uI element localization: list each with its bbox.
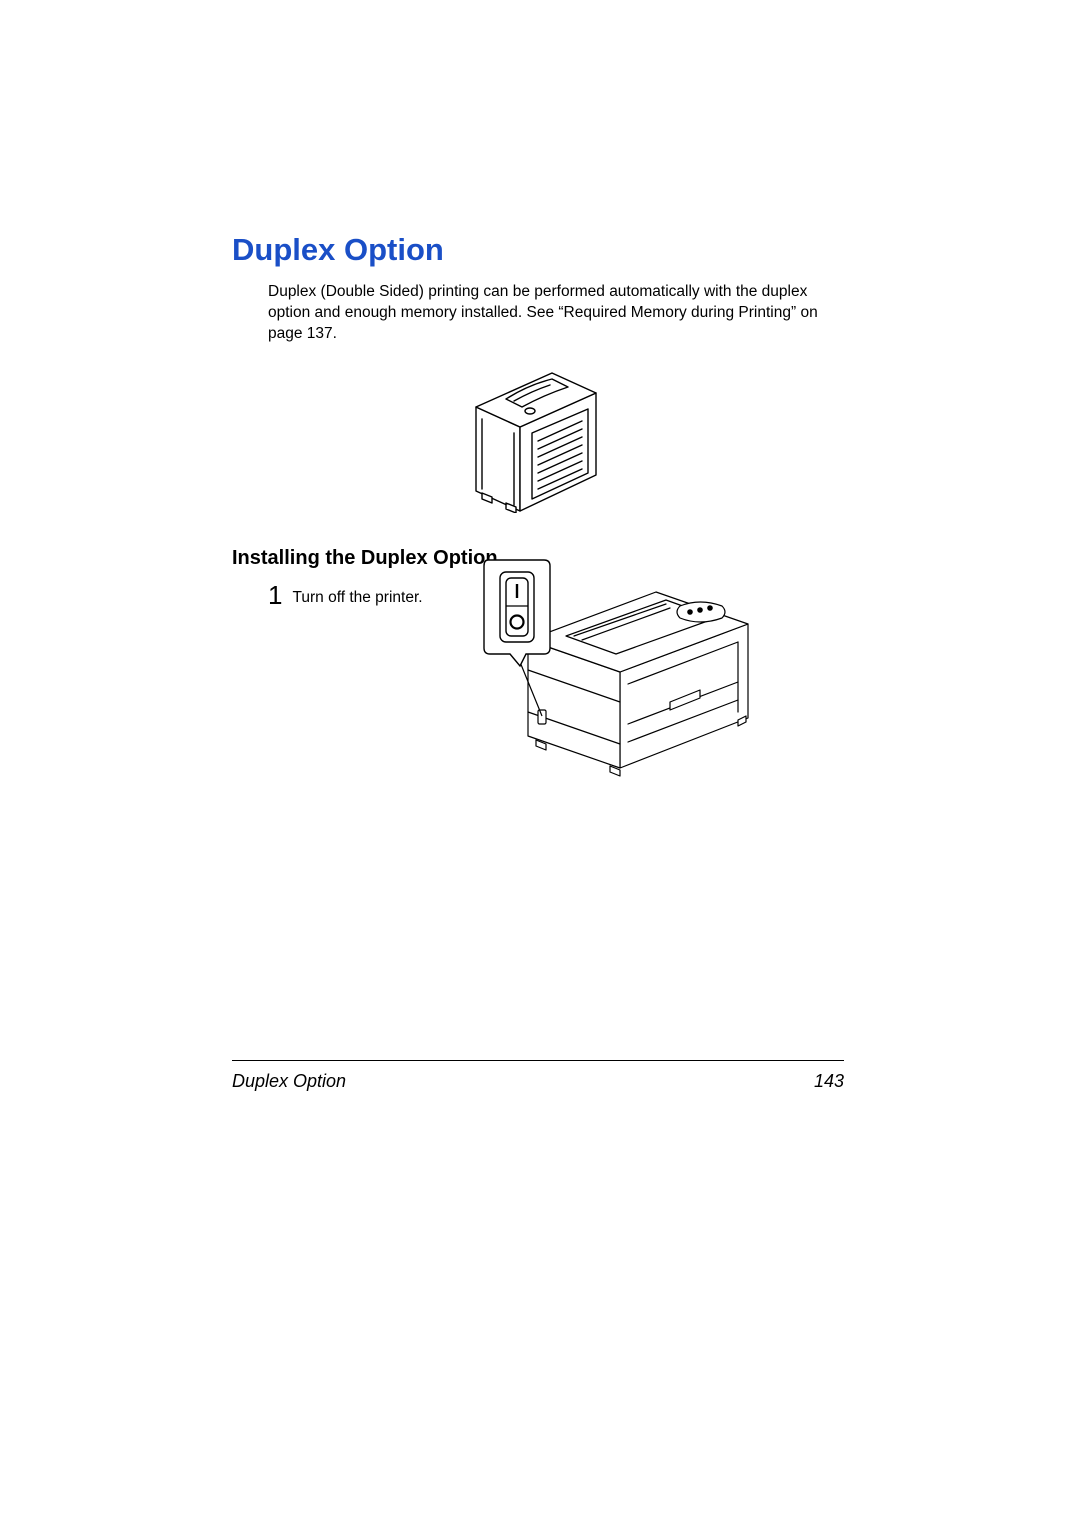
footer-rule — [232, 1060, 844, 1061]
step-number: 1 — [268, 582, 282, 608]
duplex-unit-illustration — [458, 363, 618, 513]
page-footer: Duplex Option 143 — [232, 1060, 844, 1092]
figure-printer-power — [470, 552, 760, 782]
page-title: Duplex Option — [232, 232, 844, 268]
manual-page: Duplex Option Duplex (Double Sided) prin… — [0, 0, 1080, 1527]
printer-power-illustration — [470, 552, 760, 782]
footer-page-number: 143 — [814, 1071, 844, 1092]
intro-paragraph: Duplex (Double Sided) printing can be pe… — [268, 282, 844, 345]
step-text: Turn off the printer. — [292, 589, 422, 607]
figure-duplex-unit — [232, 363, 844, 513]
footer-row: Duplex Option 143 — [232, 1071, 844, 1092]
footer-section-title: Duplex Option — [232, 1071, 346, 1092]
